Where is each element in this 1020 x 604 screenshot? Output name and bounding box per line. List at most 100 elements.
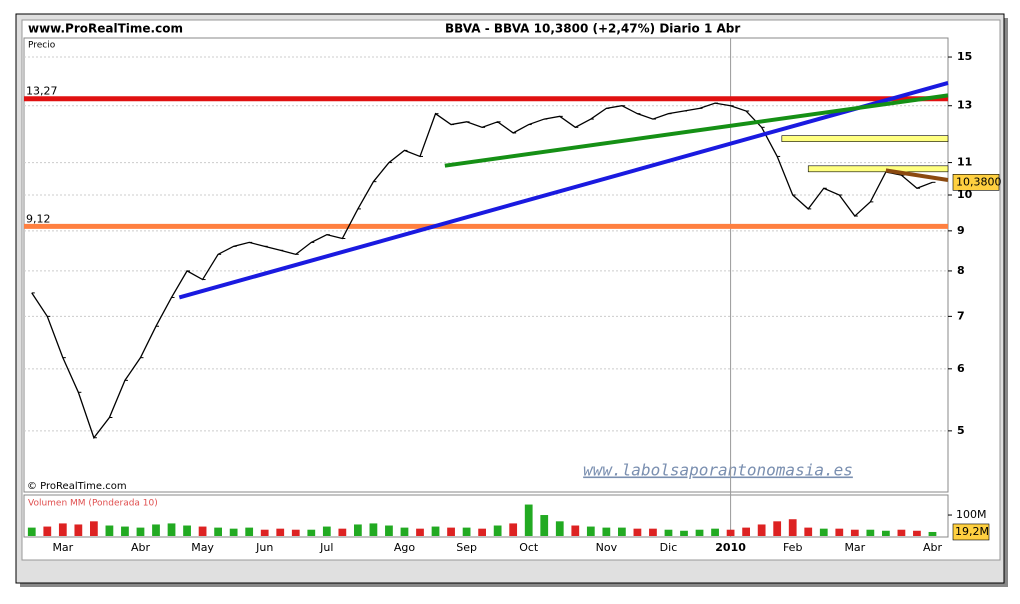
volume-bar (58, 523, 67, 536)
volume-bar (913, 530, 921, 536)
y-tick-label: 11 (957, 156, 972, 169)
x-tick-label: Abr (131, 541, 151, 554)
watermark: www.labolsaporantonomasia.es (583, 461, 853, 480)
volume-bar (105, 525, 114, 536)
volume-bar (757, 524, 766, 536)
volume-bar (447, 527, 455, 536)
volume-bar (711, 528, 719, 536)
volume-bar (276, 528, 285, 536)
volume-bar (788, 519, 797, 536)
volume-bar (307, 529, 316, 536)
x-tick-label: Nov (596, 541, 618, 554)
volume-bar (680, 530, 688, 536)
volume-title: Volumen MM (Ponderada 10) (28, 499, 158, 509)
x-tick-label: Ago (394, 541, 416, 554)
level-label: 9,12 (26, 212, 51, 225)
x-tick-label: Mar (52, 541, 73, 554)
x-tick-label: Oct (519, 541, 539, 554)
volume-bar (400, 527, 409, 536)
volume-bar (540, 515, 549, 536)
volume-bar (773, 521, 782, 536)
volume-bar (260, 529, 269, 536)
volume-bar (850, 529, 859, 536)
volume-bar (198, 526, 207, 536)
volume-bar (369, 523, 378, 536)
volume-bar (726, 529, 735, 536)
volume-bar (462, 527, 471, 536)
volume-bar (478, 528, 486, 536)
volume-bar (835, 528, 844, 536)
trendline (178, 81, 949, 300)
volume-bar (555, 521, 564, 536)
volume-bar (866, 529, 875, 536)
volume-bar (385, 525, 393, 536)
volume-bar (493, 525, 502, 536)
trendline (885, 168, 949, 183)
volume-bar (322, 526, 331, 536)
volume-tick-label: 100M (956, 508, 987, 521)
volume-bar (152, 524, 160, 536)
volume-bar (27, 527, 36, 536)
last-price-label: 10,3800 (956, 175, 1002, 188)
volume-bar (214, 527, 222, 536)
volume-bar (804, 527, 813, 536)
y-tick-label: 7 (957, 309, 965, 322)
volume-bar (183, 525, 191, 536)
volume-bar (121, 526, 129, 536)
x-tick-label: 2010 (715, 541, 746, 554)
volume-bar (602, 527, 611, 536)
volume-bar (90, 521, 98, 536)
volume-bar (664, 529, 673, 536)
volume-bar (229, 528, 238, 536)
y-tick-label: 5 (957, 424, 965, 437)
x-tick-label: May (191, 541, 214, 554)
y-tick-label: 6 (957, 362, 965, 375)
volume-bar (819, 528, 828, 536)
y-tick-label: 13 (957, 99, 972, 112)
x-tick-label: Jun (255, 541, 273, 554)
x-tick-label: Feb (783, 541, 802, 554)
volume-bar (524, 504, 533, 536)
volume-bar (509, 523, 518, 536)
volume-bar (167, 523, 176, 536)
last-volume-box (952, 523, 990, 541)
chart-title: BBVA - BBVA 10,3800 (+2,47%) Diario 1 Ab… (445, 22, 740, 36)
level-label: 13,27 (26, 85, 58, 98)
price-plot (23, 37, 949, 493)
last-volume-label: 19,2M (955, 525, 989, 538)
y-tick-label: 15 (957, 50, 972, 63)
x-tick-label: Abr (923, 541, 943, 554)
volume-bar (618, 527, 626, 536)
x-tick-label: Mar (844, 541, 865, 554)
zone (807, 165, 949, 173)
volume-bar (291, 529, 300, 536)
copyright: © ProRealTime.com (27, 481, 127, 492)
volume-bar (897, 529, 906, 536)
x-tick-label: Dic (660, 541, 678, 554)
volume-bar (136, 527, 145, 536)
source: www.ProRealTime.com (28, 22, 183, 36)
volume-bar (928, 531, 937, 536)
y-tick-label: 9 (957, 224, 965, 237)
trendline (444, 93, 949, 168)
volume-bar (633, 528, 642, 536)
x-tick-label: Jul (319, 541, 333, 554)
volume-bar (338, 528, 347, 536)
volume-bar (649, 528, 657, 536)
volume-bar (74, 524, 83, 536)
volume-bar (431, 526, 440, 536)
volume-bar (695, 529, 704, 536)
x-tick-label: Sep (456, 541, 477, 554)
y-tick-label: 8 (957, 264, 965, 277)
volume-bar (742, 527, 750, 536)
y-tick-label: 10 (957, 188, 973, 201)
volume-bar (586, 526, 595, 536)
y-label: Precio (28, 41, 56, 51)
volume-bar (416, 528, 424, 536)
last-price-box (952, 174, 1000, 191)
zone (781, 135, 949, 142)
volume-bar (571, 525, 580, 536)
volume-bar (43, 526, 52, 536)
